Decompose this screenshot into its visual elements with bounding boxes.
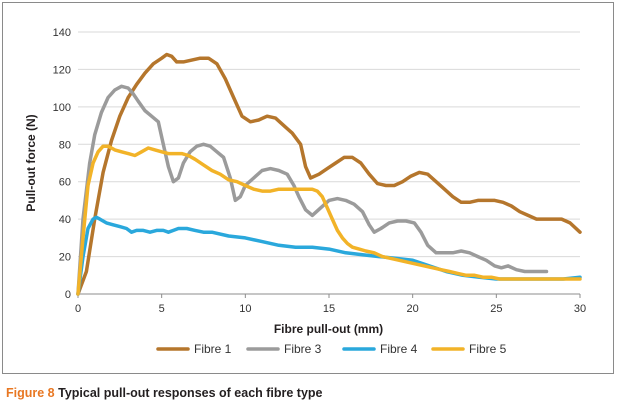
- y-axis-title: Pull-out force (N): [24, 114, 38, 211]
- y-tick-label-100: 100: [53, 102, 71, 114]
- series-line-3: [76, 215, 582, 296]
- tick-labels: 0 20 40 60 80 100 120 140 0 5 10 15 20 25 30: [53, 27, 586, 315]
- y-tick-label-20: 20: [59, 252, 71, 264]
- series-line-1: [76, 52, 582, 296]
- x-tick-label-15: 15: [323, 303, 335, 315]
- x-tick-label-25: 25: [490, 303, 502, 315]
- y-tick-label-0: 0: [65, 289, 71, 301]
- legend-label-2: Fibre 3: [284, 342, 322, 356]
- y-tick-label-80: 80: [59, 139, 71, 151]
- y-tick-label-40: 40: [59, 214, 71, 226]
- legend-label-4: Fibre 5: [469, 342, 507, 356]
- series-line-2: [76, 84, 549, 296]
- y-tick-label-120: 120: [53, 64, 71, 76]
- series-lines: [76, 52, 582, 296]
- caption-text: Typical pull-out responses of each fibre…: [58, 386, 323, 400]
- legend: Fibre 1 Fibre 3 Fibre 4 Fibre 5: [156, 342, 507, 356]
- y-tick-label-60: 60: [59, 177, 71, 189]
- x-tick-label-30: 30: [574, 303, 586, 315]
- series-line-4: [76, 144, 582, 296]
- x-tick-label-10: 10: [239, 303, 251, 315]
- x-axis-title: Fibre pull-out (mm): [274, 322, 383, 336]
- y-tick-label-140: 140: [53, 27, 71, 39]
- figure-caption: Figure 8 Typical pull-out responses of e…: [6, 386, 323, 400]
- legend-label-1: Fibre 1: [194, 342, 232, 356]
- x-tick-label-5: 5: [159, 303, 165, 315]
- pullout-chart: 0 20 40 60 80 100 120 140 0 5 10 15 20 25 30 Fibre pul…: [24, 27, 586, 356]
- axes: [77, 293, 581, 298]
- legend-label-3: Fibre 4: [380, 342, 418, 356]
- gridlines: [78, 31, 580, 258]
- caption-label: Figure 8: [6, 386, 55, 400]
- x-tick-label-20: 20: [407, 303, 419, 315]
- x-tick-label-0: 0: [75, 303, 81, 315]
